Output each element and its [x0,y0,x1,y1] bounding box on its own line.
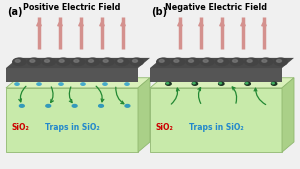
Circle shape [27,58,40,66]
Circle shape [125,83,129,85]
Circle shape [116,58,129,66]
Bar [150,88,282,152]
Circle shape [42,58,55,66]
Bar [150,68,282,82]
Text: SiO₂: SiO₂ [11,123,29,132]
Circle shape [218,59,223,62]
Circle shape [88,59,94,62]
Circle shape [15,59,20,62]
Circle shape [215,58,229,66]
Text: SiO₂: SiO₂ [155,123,173,132]
Circle shape [37,83,41,85]
Polygon shape [282,78,294,152]
Circle shape [130,58,143,66]
Circle shape [245,82,250,85]
Polygon shape [6,78,150,88]
Circle shape [133,59,137,62]
Polygon shape [138,78,150,152]
Circle shape [71,58,85,66]
Circle shape [167,82,169,84]
Circle shape [186,58,199,66]
Circle shape [262,59,267,62]
Circle shape [246,82,248,84]
Circle shape [159,59,164,62]
Polygon shape [150,78,294,88]
Circle shape [59,59,64,62]
Circle shape [46,104,51,107]
Circle shape [20,104,24,107]
Polygon shape [6,58,150,68]
Text: Traps in SiO₂: Traps in SiO₂ [189,123,243,132]
Circle shape [219,82,224,85]
Circle shape [201,58,214,66]
Circle shape [174,59,179,62]
Circle shape [277,59,281,62]
Bar [6,88,138,152]
Circle shape [171,58,184,66]
Circle shape [15,83,19,85]
Circle shape [247,59,252,62]
Circle shape [272,82,277,85]
Circle shape [274,58,287,66]
Bar [6,68,138,82]
Text: Negative Electric Field: Negative Electric Field [165,3,267,12]
Circle shape [101,58,114,66]
Circle shape [203,59,208,62]
Circle shape [272,82,274,84]
Circle shape [74,59,79,62]
Circle shape [230,58,243,66]
Circle shape [72,104,77,107]
Circle shape [192,82,198,85]
Circle shape [13,58,26,66]
Circle shape [86,58,99,66]
Text: (a): (a) [8,7,23,17]
Polygon shape [150,58,294,68]
Circle shape [99,104,103,107]
Circle shape [219,82,222,84]
Circle shape [125,104,130,107]
Circle shape [166,82,171,85]
Text: Traps in SiO₂: Traps in SiO₂ [45,123,99,132]
Circle shape [260,58,273,66]
Circle shape [59,83,63,85]
Circle shape [245,58,258,66]
Circle shape [30,59,35,62]
Circle shape [193,82,195,84]
Circle shape [157,58,170,66]
Circle shape [118,59,123,62]
Circle shape [81,83,85,85]
Circle shape [57,58,70,66]
Circle shape [103,59,108,62]
Text: (b): (b) [152,7,168,17]
Circle shape [232,59,238,62]
Circle shape [103,83,107,85]
Circle shape [188,59,194,62]
Circle shape [44,59,50,62]
Text: Positive Electric Field: Positive Electric Field [23,3,121,12]
